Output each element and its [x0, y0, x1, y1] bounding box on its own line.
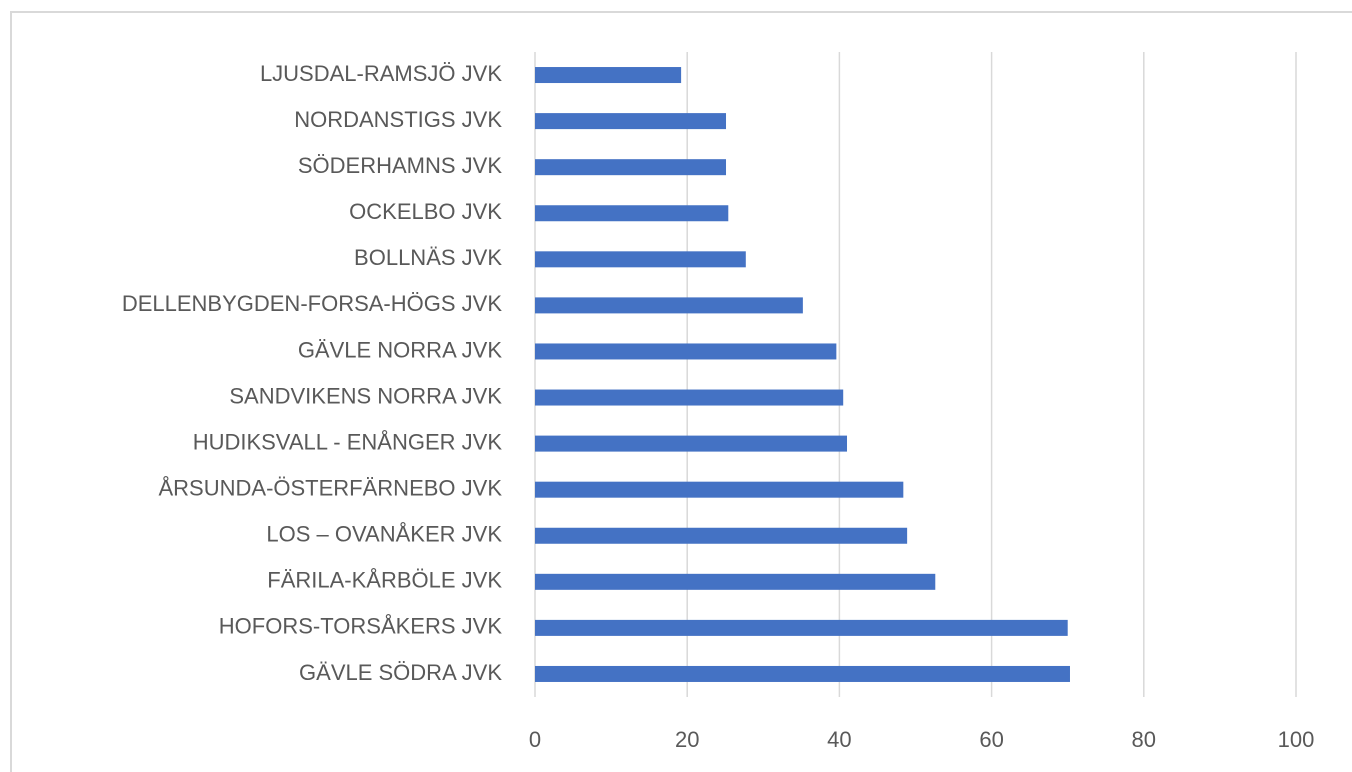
- bar: [535, 159, 727, 176]
- y-tick-label: NORDANSTIGS JVK: [294, 107, 502, 132]
- bar: [535, 619, 1068, 636]
- y-tick-label: SANDVIKENS NORRA JVK: [229, 383, 502, 408]
- bar: [535, 527, 908, 544]
- y-tick-label: DELLENBYGDEN-FORSA-HÖGS JVK: [122, 291, 503, 316]
- y-tick-label: ÅRSUNDA-ÖSTERFÄRNEBO JVK: [159, 475, 503, 500]
- bar: [535, 435, 848, 452]
- y-tick-label: SÖDERHAMNS JVK: [298, 153, 502, 178]
- x-tick-label: 40: [827, 727, 851, 752]
- y-tick-label: GÄVLE SÖDRA JVK: [299, 660, 502, 685]
- x-tick-label: 20: [675, 727, 699, 752]
- x-tick-label: 60: [979, 727, 1003, 752]
- y-tick-label: LJUSDAL-RAMSJÖ JVK: [260, 61, 502, 86]
- y-tick-label: FÄRILA-KÅRBÖLE JVK: [267, 568, 502, 593]
- y-tick-label: BOLLNÄS JVK: [354, 245, 502, 270]
- bar: [535, 67, 682, 84]
- chart-frame: [10, 11, 1352, 772]
- y-tick-label: OCKELBO JVK: [349, 199, 502, 224]
- y-tick-label: HUDIKSVALL - ENÅNGER JVK: [193, 429, 503, 454]
- bar: [535, 297, 803, 314]
- x-tick-label: 80: [1132, 727, 1156, 752]
- y-tick-label: LOS – OVANÅKER JVK: [266, 522, 502, 547]
- x-tick-label: 0: [529, 727, 541, 752]
- y-tick-label: HOFORS-TORSÅKERS JVK: [219, 614, 503, 639]
- y-tick-label: GÄVLE NORRA JVK: [298, 337, 503, 362]
- bar: [535, 389, 844, 406]
- bar: [535, 573, 936, 590]
- bar: [535, 343, 837, 360]
- bar: [535, 113, 727, 130]
- x-tick-label: 100: [1278, 727, 1315, 752]
- bar: [535, 205, 729, 222]
- bar: [535, 481, 904, 498]
- bar: [535, 665, 1070, 682]
- bar: [535, 251, 746, 268]
